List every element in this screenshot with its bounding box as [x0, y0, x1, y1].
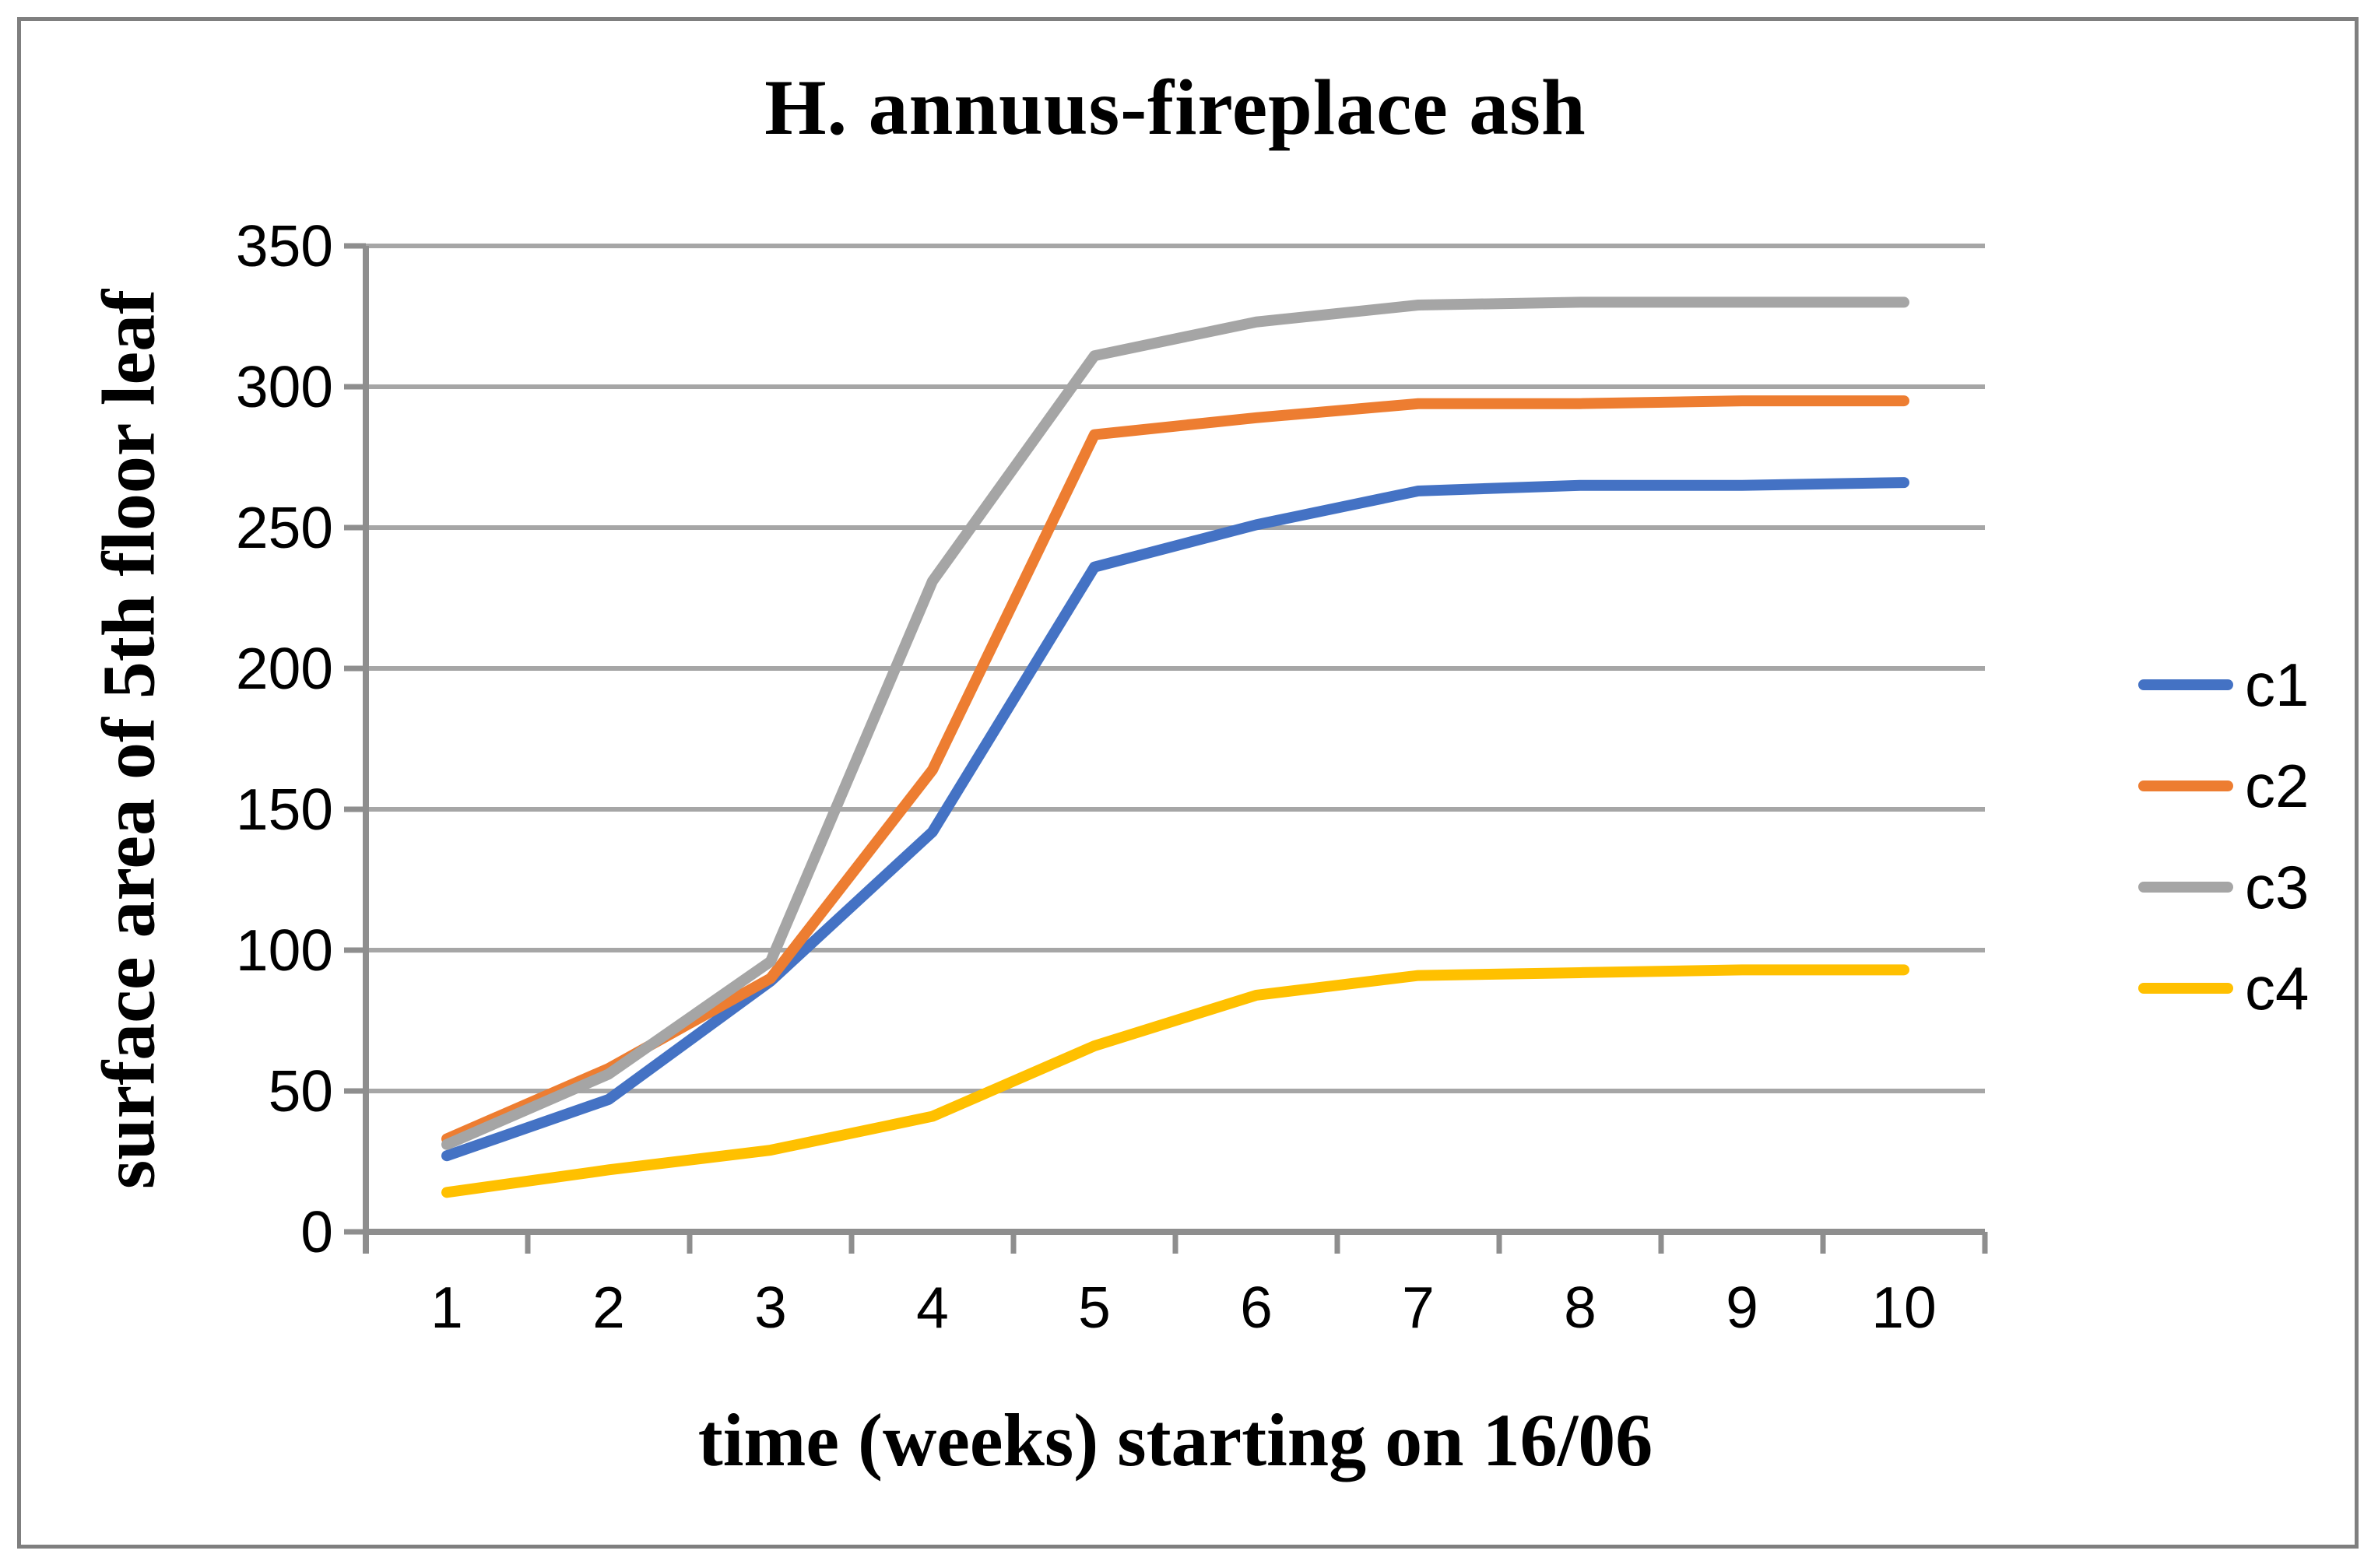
x-tick-label-4: 4	[916, 1275, 949, 1340]
chart-border	[17, 17, 2359, 1549]
series-line-c3	[441, 296, 1909, 1150]
y-tick-labels: 0 50 100 150 200 250 300 350	[236, 213, 333, 1265]
x-tick-label-5: 5	[1078, 1275, 1111, 1340]
y-tick-label-300: 300	[236, 354, 333, 419]
series-line-c4	[441, 964, 1909, 1198]
gridlines	[344, 243, 1985, 1235]
y-tick-label-100: 100	[236, 917, 333, 983]
legend-label-c2: c2	[2245, 752, 2309, 820]
x-tick-label-8: 8	[1564, 1275, 1596, 1340]
x-tick-label-7: 7	[1402, 1275, 1435, 1340]
y-tick-label-200: 200	[236, 636, 333, 701]
y-tick-label-0: 0	[300, 1199, 333, 1265]
x-tick-label-2: 2	[592, 1275, 625, 1340]
legend-label-c1: c1	[2245, 651, 2309, 719]
x-tick-label-9: 9	[1726, 1275, 1758, 1340]
legend-label-c4: c4	[2245, 954, 2309, 1023]
x-axis-title: time (weeks) starting on 16/06	[697, 1398, 1653, 1482]
axes	[363, 246, 1988, 1254]
y-tick-label-150: 150	[236, 777, 333, 842]
y-tick-label-350: 350	[236, 213, 333, 279]
x-tick-label-10: 10	[1871, 1275, 1936, 1340]
legend: c1 c2 c3 c4	[2138, 651, 2309, 1023]
chart-title: H. annuus-fireplace ash	[764, 64, 1586, 152]
y-tick-label-250: 250	[236, 495, 333, 560]
series-lines	[441, 296, 1909, 1198]
x-tick-label-1: 1	[430, 1275, 463, 1340]
x-tick-labels: 1 2 3 4 5 6 7 8 9 10	[430, 1275, 1937, 1340]
y-tick-label-50: 50	[269, 1058, 333, 1124]
x-tick-label-3: 3	[754, 1275, 787, 1340]
legend-label-c3: c3	[2245, 853, 2309, 921]
x-tick-label-6: 6	[1240, 1275, 1273, 1340]
series-line-c1	[441, 477, 1909, 1162]
